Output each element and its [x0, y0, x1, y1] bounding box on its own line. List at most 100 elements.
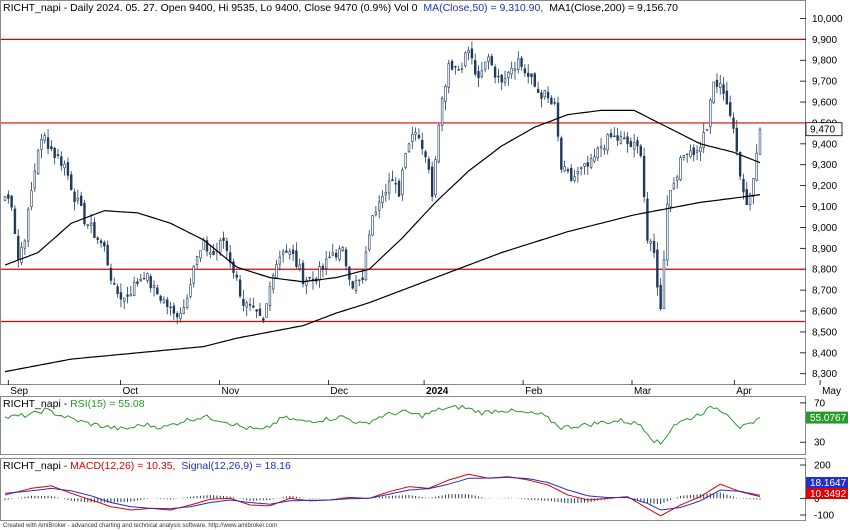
- macd-name-label: RICHT_napi -: [3, 460, 70, 472]
- chart-header-main: RICHT_napi - Daily 2024. 05. 27. Open 94…: [3, 2, 418, 14]
- candle: [550, 95, 553, 105]
- candle: [725, 81, 729, 105]
- candle: [50, 139, 53, 152]
- candle: [672, 177, 676, 191]
- x-axis-label: Nov: [222, 386, 240, 397]
- candle: [23, 238, 27, 256]
- candle: [666, 195, 669, 267]
- candle: [119, 283, 123, 308]
- candle: [636, 136, 639, 154]
- rsi-label: RSI(15) = 55.08: [70, 398, 145, 410]
- candle: [493, 64, 497, 84]
- candle: [199, 250, 202, 263]
- candle: [189, 278, 192, 299]
- candle: [30, 181, 33, 211]
- candle: [238, 275, 242, 299]
- candle: [576, 166, 580, 183]
- price-y-tick: 8,400: [812, 348, 837, 359]
- candle: [86, 224, 89, 229]
- candle: [447, 59, 450, 94]
- candle: [139, 273, 142, 283]
- candle: [460, 62, 464, 74]
- candle: [752, 177, 755, 205]
- candle: [258, 302, 262, 316]
- candle: [543, 89, 546, 100]
- candle: [709, 97, 712, 134]
- candle: [477, 65, 480, 87]
- candle: [295, 242, 298, 269]
- candle: [596, 146, 599, 161]
- candle: [129, 285, 133, 297]
- candle: [36, 148, 40, 175]
- candle: [278, 250, 282, 271]
- rsi-line: [4, 404, 761, 445]
- last-price-label: 9,470: [810, 125, 835, 136]
- candle: [281, 249, 285, 263]
- rsi-y-tick: 30: [814, 438, 826, 449]
- candle: [272, 272, 275, 294]
- candle: [351, 280, 354, 290]
- candle: [113, 277, 116, 285]
- x-axis-label: Oct: [123, 386, 139, 397]
- candle: [391, 170, 394, 182]
- candle: [394, 177, 397, 194]
- candle: [444, 84, 447, 111]
- candle: [136, 278, 139, 287]
- rsi-panel[interactable]: [0, 396, 806, 455]
- candle: [520, 55, 523, 71]
- x-axis-label: 2024: [426, 386, 449, 397]
- candle: [649, 238, 652, 252]
- candle: [13, 205, 17, 235]
- price-y-tick: 9,600: [812, 98, 837, 109]
- candle: [695, 145, 699, 161]
- candle: [185, 294, 189, 310]
- price-y-tick: 9,000: [812, 223, 837, 234]
- candle: [305, 277, 308, 295]
- candle: [40, 133, 43, 159]
- candle: [642, 147, 646, 203]
- ma200-line: [4, 194, 761, 373]
- candle: [172, 302, 176, 321]
- candle: [377, 195, 381, 219]
- candle: [195, 255, 199, 269]
- candle: [106, 240, 109, 266]
- candle: [474, 53, 477, 77]
- candle: [414, 127, 417, 141]
- candle: [719, 74, 722, 95]
- candle: [500, 73, 503, 91]
- candle: [374, 205, 378, 217]
- candlestick-series: [3, 41, 762, 325]
- candle: [427, 156, 431, 174]
- x-axis-label: Sep: [10, 386, 28, 397]
- candle: [20, 242, 23, 266]
- candle: [606, 133, 609, 155]
- price-y-tick: 8,900: [812, 244, 837, 255]
- candle: [659, 278, 662, 311]
- candle: [321, 263, 325, 278]
- candle: [570, 164, 573, 183]
- rsi-name-label: RICHT_napi -: [3, 398, 70, 410]
- candle: [3, 195, 7, 201]
- candle: [83, 199, 86, 227]
- candle: [603, 144, 606, 155]
- candle: [126, 286, 129, 304]
- candle: [490, 53, 493, 67]
- candle: [656, 241, 659, 296]
- candle: [440, 95, 444, 132]
- candle: [682, 155, 686, 161]
- candle: [527, 64, 530, 84]
- candle: [275, 259, 278, 279]
- candle: [328, 251, 331, 259]
- x-axis-label: Dec: [330, 386, 348, 397]
- candle: [212, 244, 215, 256]
- candle: [503, 70, 507, 87]
- signal-label: Signal(12,26,9) = 18.16: [181, 460, 291, 472]
- candle: [142, 271, 146, 280]
- candle: [722, 77, 725, 101]
- candle: [629, 137, 633, 148]
- candle: [66, 157, 70, 181]
- candle: [348, 265, 351, 286]
- candle: [487, 53, 490, 70]
- price-y-tick: 8,300: [812, 369, 837, 380]
